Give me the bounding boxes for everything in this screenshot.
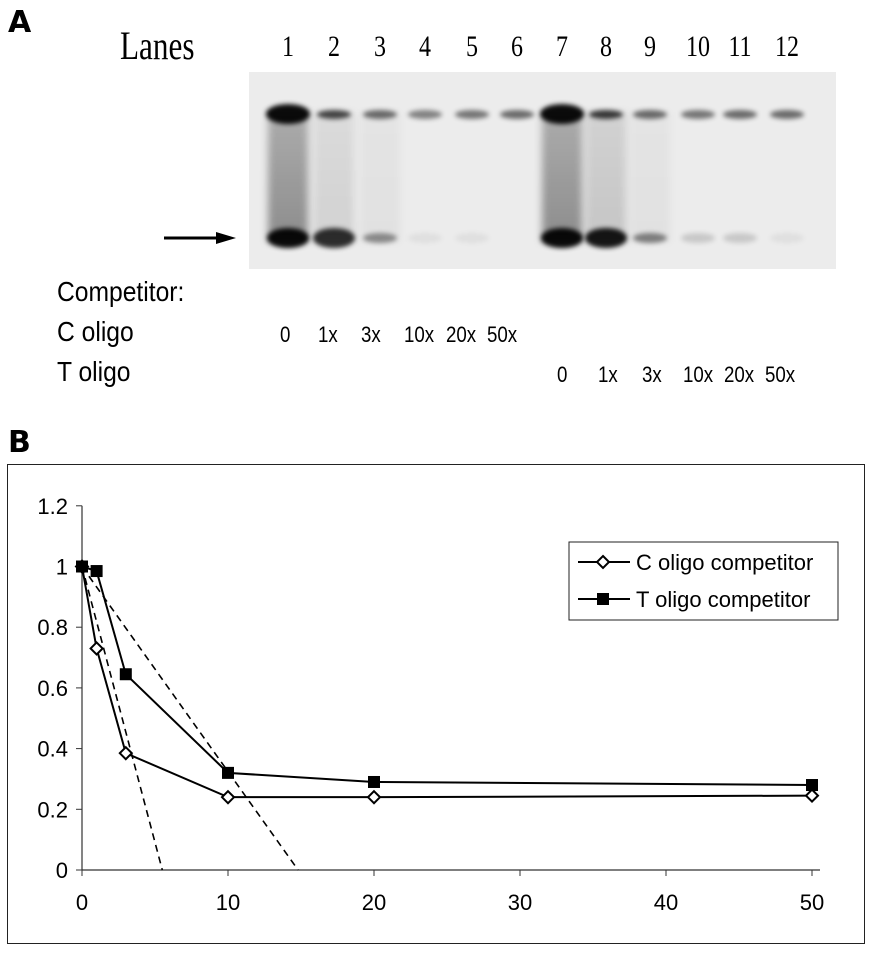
x-tick-label: 0 <box>76 890 88 915</box>
concentration-label: 20x <box>724 362 755 387</box>
diamond-marker-icon <box>595 554 611 570</box>
diamond-marker-icon <box>220 789 236 805</box>
chart-frame <box>7 464 865 944</box>
concentration-label: 50x <box>487 322 518 347</box>
lane-number: 7 <box>556 30 568 63</box>
concentration-label: 0 <box>557 362 568 387</box>
square-marker-icon <box>806 779 818 792</box>
concentration-label: 3x <box>361 322 381 347</box>
diamond-marker-icon <box>89 641 105 656</box>
t-oligo-label: T oligo <box>57 356 131 387</box>
diamond-marker-icon <box>366 789 382 805</box>
lane-number: 2 <box>328 30 340 63</box>
square-marker-icon <box>119 668 132 681</box>
x-tick-label: 40 <box>654 890 678 915</box>
square-marker-icon <box>90 565 103 578</box>
diamond-marker-icon <box>118 745 134 761</box>
concentration-label: 20x <box>446 322 477 347</box>
legend-label: T oligo competitor <box>636 587 810 612</box>
y-tick-label: 1 <box>56 555 68 580</box>
square-marker-icon <box>222 766 234 779</box>
lane-number: 10 <box>686 30 710 63</box>
dashed-trend-line <box>81 566 164 871</box>
x-tick-label: 10 <box>216 890 240 915</box>
square-marker-icon <box>76 560 88 573</box>
y-tick-label: 0.6 <box>37 676 68 701</box>
competitor-label: Competitor: <box>57 276 185 307</box>
dashed-trend-line <box>81 566 299 871</box>
concentration-label: 0 <box>280 322 291 347</box>
legend-label: C oligo competitor <box>636 550 813 575</box>
lane-number: 12 <box>775 30 799 63</box>
gel-image <box>249 72 836 269</box>
lane-number: 1 <box>282 30 294 63</box>
concentration-label: 3x <box>642 362 662 387</box>
series-t-oligo <box>76 560 818 792</box>
x-tick-label: 50 <box>800 890 824 915</box>
concentration-label: 1x <box>318 322 338 347</box>
diamond-marker-icon <box>804 788 820 804</box>
y-tick-label: 0.2 <box>37 797 68 822</box>
concentration-label: 10x <box>683 362 714 387</box>
concentration-label: 1x <box>598 362 618 387</box>
square-marker-icon <box>597 593 609 605</box>
lanes-label: Lanes <box>120 23 195 68</box>
chart-legend: C oligo competitor T oligo competitor <box>568 541 839 621</box>
panel-b-letter: B <box>8 425 31 460</box>
panel-a-letter: A <box>8 5 32 40</box>
y-tick-label: 1.2 <box>37 494 68 519</box>
lane-number: 8 <box>600 30 612 63</box>
lane-number: 6 <box>511 30 523 63</box>
x-tick-label: 20 <box>362 890 386 915</box>
lane-number: 5 <box>466 30 478 63</box>
c-oligo-label: C oligo <box>57 316 134 347</box>
concentration-label: 10x <box>404 322 435 347</box>
right-arrow-icon <box>164 232 236 244</box>
lane-number: 4 <box>419 30 431 63</box>
y-tick-label: 0 <box>56 858 68 883</box>
y-tick-label: 0.4 <box>37 737 68 762</box>
lane-number: 11 <box>728 30 752 63</box>
x-tick-label: 30 <box>508 890 532 915</box>
concentration-label: 50x <box>765 362 796 387</box>
lane-number: 3 <box>374 30 386 63</box>
y-tick-label: 0.8 <box>37 615 68 640</box>
lane-number: 9 <box>644 30 656 63</box>
square-marker-icon <box>368 775 380 788</box>
